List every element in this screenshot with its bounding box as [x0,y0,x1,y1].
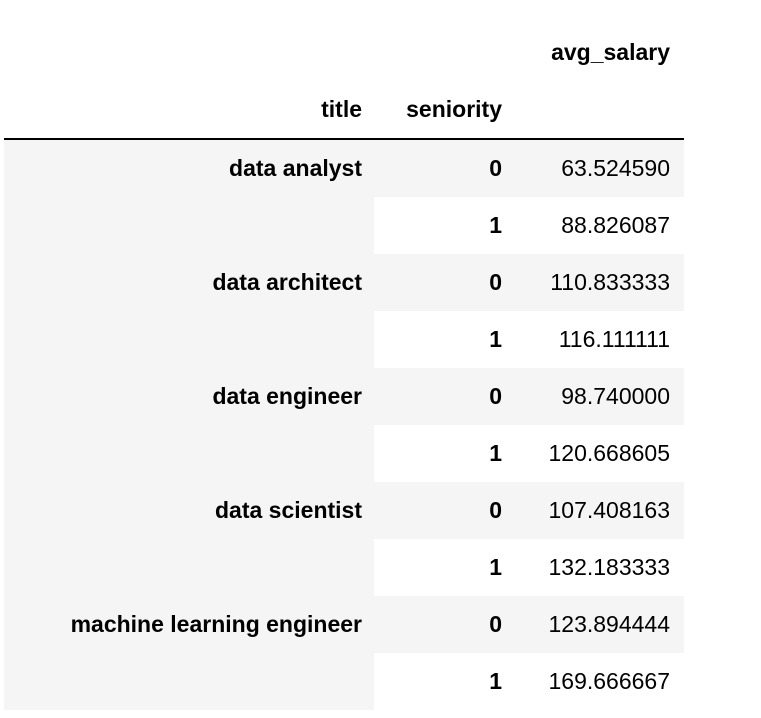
table-row: data analyst 0 63.524590 [4,139,684,254]
cell-avg-salary: 169.666667 [514,653,684,710]
table-header: avg_salary title seniority [4,24,684,140]
cell-avg-salary: 63.524590 [514,139,684,197]
header-row-columns: avg_salary [4,24,684,81]
table-row: 1 169.666667 [4,653,684,710]
table-row: 1 132.183333 [4,539,684,596]
table-body: data analyst 0 63.524590 1 88.826087 dat… [4,139,684,710]
row-index-seniority: 1 [374,539,514,596]
cell-avg-salary: 132.183333 [514,539,684,596]
table-row: 1 88.826087 [4,197,684,254]
table-row: data scientist 0 107.408163 [4,482,684,596]
row-index-title: data analyst [4,139,374,254]
row-index-seniority: 0 [374,368,514,425]
header-blank-cell [374,24,514,81]
column-header-avg-salary: avg_salary [551,39,670,65]
cell-avg-salary: 98.740000 [514,368,684,425]
cell-avg-salary: 107.408163 [514,482,684,539]
header-blank-cell [4,24,374,81]
index-name-title: title [4,81,374,140]
row-index-seniority: 1 [374,653,514,710]
header-blank-cell [514,81,684,140]
table-row: 1 120.668605 [4,425,684,482]
row-index-seniority: 1 [374,425,514,482]
row-index-seniority: 0 [374,254,514,311]
table-row: machine learning engineer 0 123.894444 [4,596,684,710]
table-row: data engineer 0 98.740000 [4,368,684,482]
row-index-title: data engineer [4,368,374,482]
header-row-index-names: title seniority [4,81,684,140]
row-index-seniority: 0 [374,596,514,653]
cell-avg-salary: 116.111111 [514,311,684,368]
cell-avg-salary: 120.668605 [514,425,684,482]
row-index-seniority: 1 [374,311,514,368]
row-index-title: data architect [4,254,374,368]
index-name-seniority: seniority [374,81,514,140]
row-index-seniority: 1 [374,197,514,254]
row-index-seniority: 0 [374,482,514,539]
cell-avg-salary: 110.833333 [514,254,684,311]
row-index-seniority: 0 [374,139,514,197]
table-row: 1 116.111111 [4,311,684,368]
cell-avg-salary: 88.826087 [514,197,684,254]
row-index-title: data scientist [4,482,374,596]
table-row: data architect 0 110.833333 [4,254,684,368]
cell-avg-salary: 123.894444 [514,596,684,653]
grouped-dataframe-table: avg_salary title seniority data analyst … [4,24,684,710]
row-index-title: machine learning engineer [4,596,374,710]
